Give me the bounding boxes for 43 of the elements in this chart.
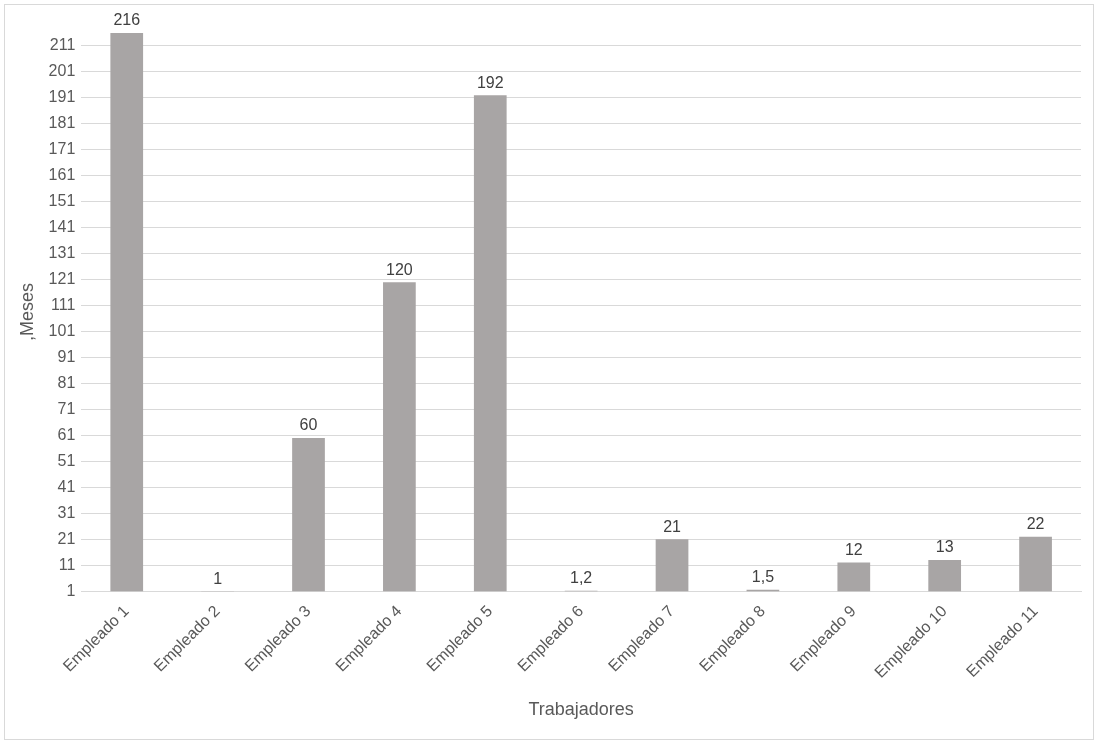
bar [473, 95, 507, 592]
y-tick-label: 191 [48, 88, 76, 106]
data-label: 12 [844, 541, 863, 558]
y-tick-label: 21 [57, 529, 76, 547]
y-tick-label: 131 [48, 244, 76, 262]
y-tick-label: 41 [57, 477, 76, 495]
bar [928, 560, 962, 592]
y-tick-label: 11 [58, 555, 76, 573]
y-tick-label: 71 [57, 399, 76, 417]
y-tick-label: 201 [48, 62, 76, 80]
y-tick-label: 1 [66, 581, 76, 599]
data-label: 216 [113, 11, 141, 29]
data-label: 120 [386, 260, 413, 278]
y-tick-label: 101 [48, 321, 76, 339]
bar [837, 562, 871, 592]
y-tick-label: 171 [48, 140, 76, 158]
y-tick-label: 121 [48, 270, 76, 288]
y-axis-title: ,Meses [16, 283, 37, 342]
y-tick-label: 181 [48, 114, 76, 132]
y-tick-label: 81 [57, 373, 76, 391]
y-tick-label: 211 [49, 36, 76, 54]
data-label: 192 [476, 73, 504, 91]
y-tick-label: 61 [57, 425, 76, 443]
bar [1019, 536, 1052, 592]
y-tick-label: 51 [57, 451, 76, 469]
data-label: 1,2 [570, 569, 593, 587]
data-label: 22 [1026, 515, 1045, 533]
y-tick-label: 91 [57, 347, 76, 365]
data-label: 1,5 [751, 568, 775, 586]
data-label: 21 [663, 517, 682, 535]
y-tick-label: 111 [50, 295, 76, 313]
data-label: 13 [935, 538, 954, 556]
y-tick-label: 151 [48, 192, 76, 210]
x-axis-title: Trabajadores [528, 699, 634, 720]
y-tick-label: 31 [57, 503, 76, 521]
bar [383, 282, 416, 592]
y-tick-label: 161 [48, 166, 76, 184]
data-label: 60 [299, 416, 318, 434]
bar [110, 33, 144, 592]
data-label: 1 [213, 569, 223, 587]
bar [655, 539, 689, 592]
y-tick-label: 141 [48, 218, 76, 236]
bar [292, 437, 325, 592]
